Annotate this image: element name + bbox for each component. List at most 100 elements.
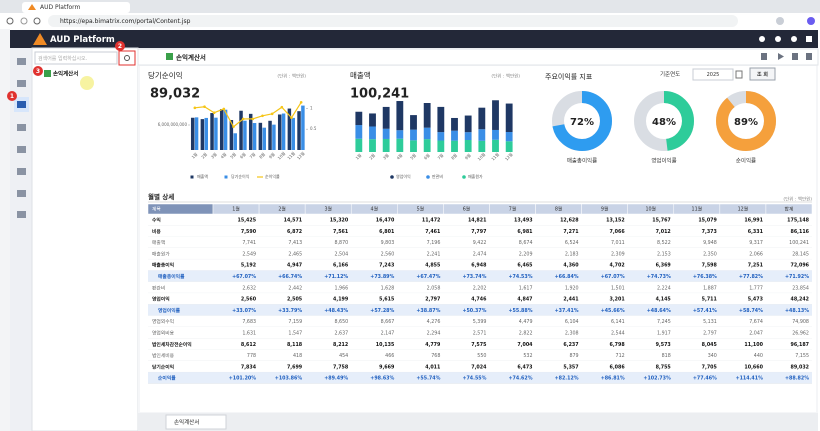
bottom-tab[interactable] [165,414,227,430]
table-cell: 8,212 [333,342,348,348]
copilot-button[interactable] [807,17,815,25]
table-cell: +33.07% [232,308,256,314]
table-cell: +55.74% [416,376,440,382]
stacked-bar [369,139,376,152]
bug-icon[interactable] [17,168,26,175]
header-label: 2월 [278,206,285,213]
line-point [212,111,216,115]
table-cell: 5,192 [241,263,256,269]
tree-icon[interactable] [17,146,26,153]
table-cell: +114.41% [736,376,764,382]
table-cell: +103.86% [275,376,303,382]
table-row [148,225,812,237]
grid-icon[interactable] [17,124,26,131]
forward-button[interactable] [20,17,28,25]
bar [223,109,228,150]
search-button[interactable] [118,50,136,66]
table-cell: 7,245 [657,319,671,325]
close-icon[interactable] [806,36,812,42]
legend-label: 순이익률 [265,173,280,179]
profile-button[interactable] [776,17,784,25]
table-cell: 14,571 [284,217,303,223]
table-cell: 28,145 [792,251,809,257]
bar [200,119,205,150]
x-tick-label: 2월 [367,152,376,161]
table-cell: 1,617 [519,285,533,291]
browser-tab[interactable] [22,2,130,13]
table-cell: 11,100 [744,342,763,348]
table-cell: 당기순이익 [152,363,174,370]
help-icon[interactable] [759,36,765,42]
table-cell: 9,948 [703,240,717,246]
year-value[interactable]: 2025 [707,72,720,78]
help-menu-icon[interactable] [17,211,26,218]
run-icon[interactable] [778,53,784,60]
search-submit-label[interactable]: 조 회 [757,71,768,78]
donut-value: 72% [570,117,594,128]
user-icon[interactable] [775,36,781,42]
table-cell: 5,615 [379,297,394,303]
table-cell: 6,166 [333,263,349,269]
table-cell: 1,631 [242,330,256,336]
back-button[interactable] [6,17,14,25]
table-cell: 2,183 [565,251,579,257]
save-icon[interactable] [761,53,767,60]
table-cell: 16,991 [744,217,763,223]
table-cell: +33.79% [278,308,302,314]
table-cell: 7,243 [379,263,394,269]
table-cell: +38.87% [416,308,440,314]
table-cell: 74,908 [792,319,809,325]
stacked-bar [492,129,499,140]
stacked-bar [369,113,376,127]
bar [252,123,257,150]
tab-favicon [28,4,36,10]
x-tick-label: 5월 [228,151,237,160]
line-point [251,117,255,121]
table-cell: 96,187 [790,342,809,348]
table-cell: 1,547 [288,330,302,336]
year-input[interactable] [692,68,734,81]
bar [297,111,301,150]
legend-label: 당기순이익 [231,173,250,179]
x-tick-label: 6월 [238,151,247,160]
calendar-icon[interactable] [735,70,743,79]
user-menu-icon[interactable] [17,101,26,108]
chart-title: 당기순이익 [148,70,183,80]
copy-icon[interactable] [792,53,798,60]
table-cell: 4,011 [425,364,440,370]
table-cell: 2,504 [334,251,348,257]
table-row [148,327,812,339]
table-cell: 7,413 [288,240,302,246]
stacked-bar [410,140,417,152]
doc-icon[interactable] [17,190,26,197]
table-cell: 영업이익률 [158,307,181,314]
tree-item[interactable]: 손익계산서 [53,70,78,78]
table-cell: 판관비 [152,284,165,291]
table-cell: 4,702 [610,263,625,269]
search-submit[interactable] [749,67,776,81]
url-field[interactable] [48,15,738,27]
chart-title: 매출액 [350,70,371,80]
favorite-icon[interactable] [17,80,26,87]
table-cell: 8,118 [287,342,303,348]
export-icon[interactable] [806,53,812,60]
table-cell: +76.38% [693,274,717,280]
table-cell: 7,797 [471,229,486,235]
folder-icon[interactable] [17,58,26,65]
table-cell: 5,131 [703,319,717,325]
reload-button[interactable] [33,17,41,25]
table-cell: +102.73% [643,376,671,382]
table-cell: 7,012 [656,229,671,235]
table-cell: +67.07% [232,274,256,280]
table-cell: 26,962 [792,330,809,336]
toolbar-icons [761,53,812,60]
table-cell: 15,767 [652,217,671,223]
table-cell: +71.92% [785,274,809,280]
table-row [148,214,812,226]
table-cell: 7,705 [702,364,717,370]
table-cell: 9,669 [379,364,395,370]
search-input[interactable] [34,51,118,65]
header-label: 8월 [555,206,562,213]
stacked-bar [492,100,499,130]
settings-icon[interactable] [791,36,797,42]
